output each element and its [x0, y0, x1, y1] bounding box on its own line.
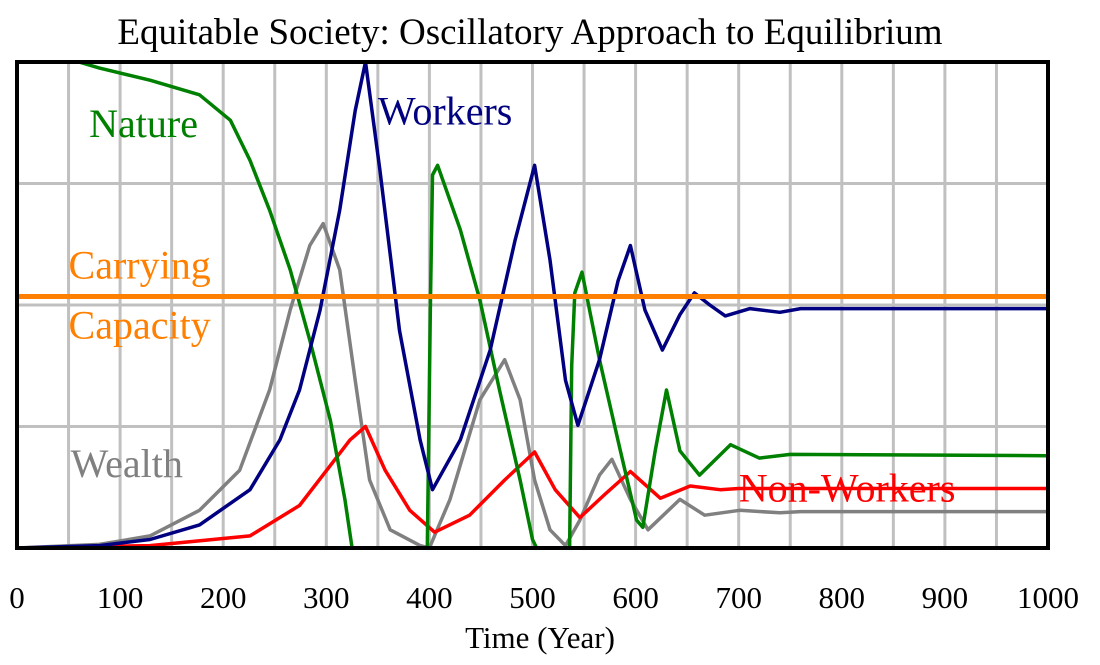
series-label-non-workers: Non-Workers [739, 465, 956, 510]
x-tick-labels: 0 100 200 300 400 500 600 700 800 900 1000 [9, 580, 1079, 615]
series-label-carrying-capacity: Capacity [69, 302, 211, 347]
series-label-nature: Nature [89, 101, 198, 146]
x-tick-label: 100 [97, 580, 144, 615]
x-tick-label: 700 [715, 580, 762, 615]
series-labels: Nature Workers Carrying Capacity Wealth Non-W… [69, 89, 956, 511]
series-lines [16, 60, 1049, 550]
x-tick-label: 800 [819, 580, 866, 615]
x-axis-label: Time (Year) [465, 620, 615, 655]
x-tick-label: 1000 [1017, 580, 1079, 615]
series-line-nature [17, 60, 1049, 550]
series-label-workers: Workers [378, 89, 513, 134]
x-tick-label: 400 [406, 580, 453, 615]
x-tick-label: 300 [303, 580, 350, 615]
x-tick-label: 600 [612, 580, 659, 615]
x-tick-label: 0 [9, 580, 25, 615]
series-line-wealth [16, 221, 1048, 550]
series-label-carrying-capacity: Carrying [69, 242, 211, 287]
x-tick-label: 900 [922, 580, 969, 615]
plot-frame [15, 60, 1050, 550]
x-tick-label: 500 [509, 580, 556, 615]
series-label-wealth: Wealth [71, 441, 183, 486]
x-tick-label: 200 [200, 580, 247, 615]
chart-title: Equitable Society: Oscillatory Approach … [117, 12, 942, 53]
series-line-non-workers [16, 424, 1048, 550]
